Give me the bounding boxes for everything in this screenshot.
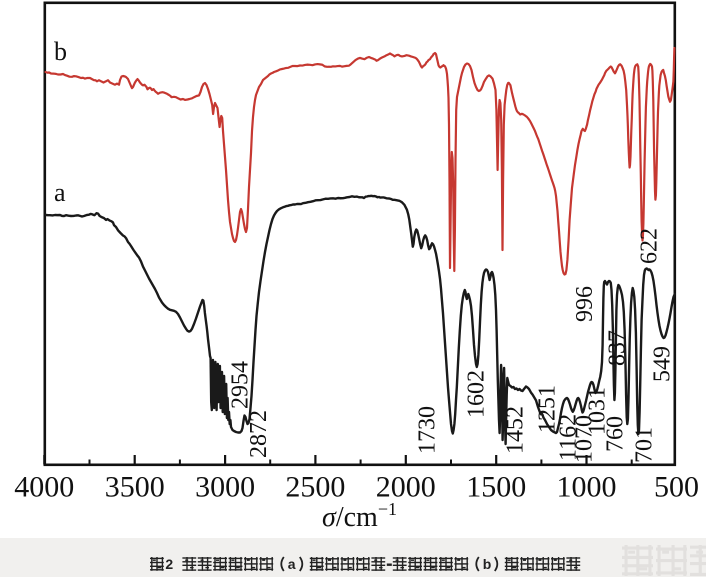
svg-text:σ/cm−1: σ/cm−1	[322, 499, 397, 533]
svg-text:500: 500	[654, 471, 699, 504]
svg-text:2500: 2500	[285, 471, 345, 504]
svg-text:b: b	[483, 556, 492, 572]
svg-text:837: 837	[605, 330, 631, 366]
svg-text:a: a	[288, 556, 296, 572]
svg-text:549: 549	[650, 346, 676, 382]
svg-text:1602: 1602	[464, 370, 490, 418]
svg-text:3500: 3500	[105, 471, 165, 504]
svg-text:a: a	[54, 178, 66, 207]
svg-text:701: 701	[632, 427, 658, 463]
svg-text:1730: 1730	[415, 406, 441, 454]
svg-text:2: 2	[165, 556, 173, 572]
svg-text:622: 622	[637, 228, 663, 264]
svg-text:1000: 1000	[557, 471, 617, 504]
svg-text:1251: 1251	[535, 385, 561, 433]
svg-text:1070: 1070	[572, 415, 598, 463]
svg-text:b: b	[54, 37, 67, 66]
svg-text:1031: 1031	[585, 387, 611, 435]
svg-text:760: 760	[603, 416, 629, 452]
svg-text:4000: 4000	[14, 471, 74, 504]
svg-text:1452: 1452	[503, 406, 529, 454]
svg-text:2872: 2872	[246, 410, 272, 458]
svg-text:1162: 1162	[556, 414, 582, 461]
svg-text:3000: 3000	[195, 471, 255, 504]
svg-text:996: 996	[572, 286, 598, 322]
svg-text:1500: 1500	[466, 471, 526, 504]
svg-text:2000: 2000	[376, 471, 436, 504]
svg-text:2954: 2954	[228, 361, 254, 409]
